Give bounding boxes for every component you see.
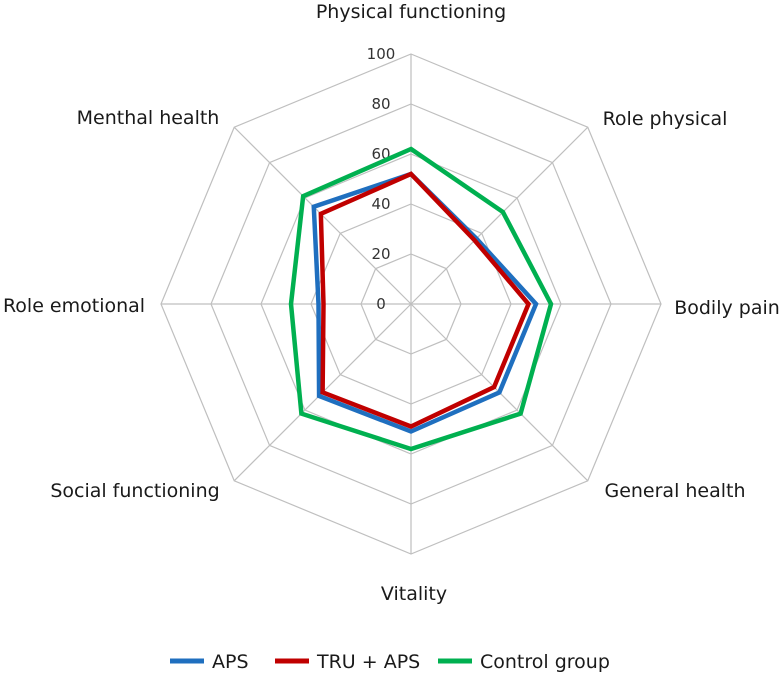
axis-label-social-functioning: Social functioning — [50, 480, 219, 502]
legend-label-control-group: Control group — [480, 651, 610, 673]
data-series — [288, 146, 554, 452]
tick-label-0: 0 — [376, 295, 386, 313]
legend-label-aps: APS — [212, 651, 249, 673]
spoke-role-physical — [410, 126, 589, 305]
axis-label-general-health: General health — [604, 480, 745, 502]
tick-label-40: 40 — [371, 195, 390, 213]
tick-label-80: 80 — [371, 95, 390, 113]
axis-labels: Physical functioning Role physical Bodily … — [3, 1, 780, 605]
axis-label-vitality: Vitality — [381, 583, 447, 605]
series-control-group — [288, 146, 554, 452]
tick-label-20: 20 — [371, 245, 390, 263]
legend-item-control-group: Control group — [438, 651, 610, 673]
axis-label-role-emotional: Role emotional — [3, 295, 145, 317]
legend-item-aps: APS — [170, 651, 249, 673]
legend-label-tru-aps: TRU + APS — [316, 651, 420, 673]
series-aps — [311, 171, 539, 434]
legend-item-tru-aps: TRU + APS — [275, 651, 420, 673]
axis-label-physical-functioning: Physical functioning — [316, 1, 506, 23]
axis-label-menthal-health: Menthal health — [77, 107, 220, 129]
legend: APS TRU + APS Control group — [170, 651, 610, 673]
series-tru-aps — [318, 171, 532, 429]
axis-label-role-physical: Role physical — [603, 108, 728, 130]
tick-label-100: 100 — [367, 45, 396, 63]
radar-grid — [160, 53, 662, 555]
axis-label-bodily-pain: Bodily pain — [674, 297, 780, 319]
